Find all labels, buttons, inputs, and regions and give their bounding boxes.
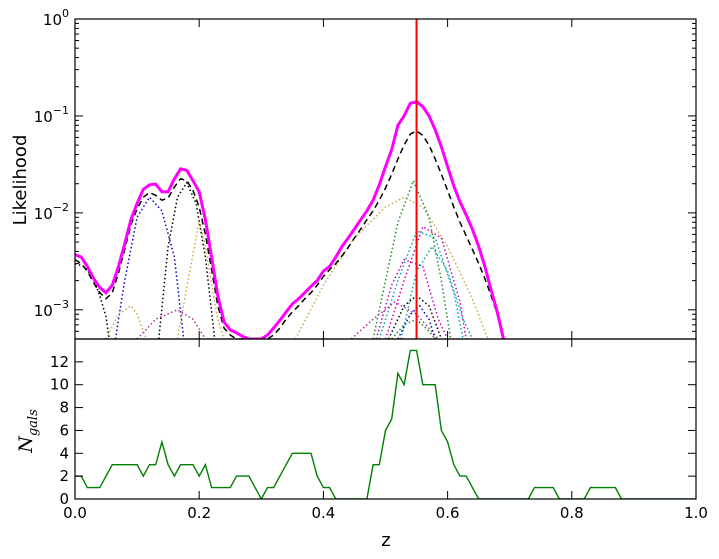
likelihood-series-3 <box>158 181 216 339</box>
y-tick-exponent: −3 <box>53 298 69 311</box>
ngals-y-tick-label: 8 <box>59 399 69 417</box>
ngals-series-0 <box>75 349 696 499</box>
likelihood-series-14 <box>350 301 439 339</box>
y-tick-label: 10−1 <box>34 104 69 126</box>
likelihood-panel: 100 10−1 10−2 10−3 Likelihood <box>10 7 697 340</box>
y-tick-exponent: −2 <box>53 201 69 214</box>
ngals-y-tick-label: 6 <box>59 421 69 439</box>
likelihood-series-0 <box>75 100 505 339</box>
ngals-y-tick-label: 10 <box>50 376 69 394</box>
ngals-ylabel: Ngals <box>15 409 41 454</box>
y-tick-label: 10−3 <box>34 298 69 320</box>
x-tick-label: 0.4 <box>311 504 335 522</box>
likelihood-series-5 <box>105 304 148 339</box>
likelihood-series-2 <box>114 195 185 339</box>
ngals-curves <box>75 349 696 499</box>
y-tick-exponent: 0 <box>62 7 69 20</box>
likelihood-axis-ticks: 100 10−1 10−2 10−3 <box>34 7 697 340</box>
likelihood-series-1 <box>75 130 505 339</box>
y-tick-label: 100 <box>43 7 69 29</box>
likelihood-ylabel: Likelihood <box>10 135 31 226</box>
x-tick-label: 0.8 <box>560 504 584 522</box>
ngals-ylabel-subscript: gals <box>26 409 41 436</box>
likelihood-series-8 <box>294 196 489 339</box>
likelihood-series-9 <box>372 178 452 339</box>
x-axis-label: z <box>381 530 390 551</box>
ngals-y-tick-label: 0 <box>59 490 69 508</box>
ngals-axes-frame <box>74 338 697 500</box>
x-tick-label: 0.6 <box>436 504 460 522</box>
ngals-y-tick-label: 12 <box>50 353 69 371</box>
x-tick-label: 1.0 <box>684 504 708 522</box>
ngals-y-tick-label: 2 <box>59 467 69 485</box>
likelihood-series-7 <box>136 308 207 339</box>
likelihood-series-16 <box>397 304 436 339</box>
x-tick-label: 0.0 <box>63 504 87 522</box>
likelihood-series-11 <box>384 225 467 339</box>
likelihood-series-12 <box>400 245 474 339</box>
ngals-y-tick-label: 4 <box>59 444 69 462</box>
ngals-axis-ticks: 0 2 4 6 8 10 12 0.0 0.2 0.4 0.6 0.8 1.0 <box>50 339 708 522</box>
x-tick-label: 0.2 <box>187 504 211 522</box>
y-tick-exponent: −1 <box>53 104 69 117</box>
ngals-panel: 0 2 4 6 8 10 12 0.0 0.2 0.4 0.6 0.8 1.0 z Ngals <box>15 338 708 551</box>
likelihood-series-6 <box>176 221 225 339</box>
likelihood-curves <box>75 100 505 339</box>
ngals-ylabel-main: N <box>15 435 37 454</box>
likelihood-series-10 <box>378 230 464 339</box>
likelihood-axes-frame <box>74 18 697 340</box>
y-tick-label: 10−2 <box>34 201 69 223</box>
